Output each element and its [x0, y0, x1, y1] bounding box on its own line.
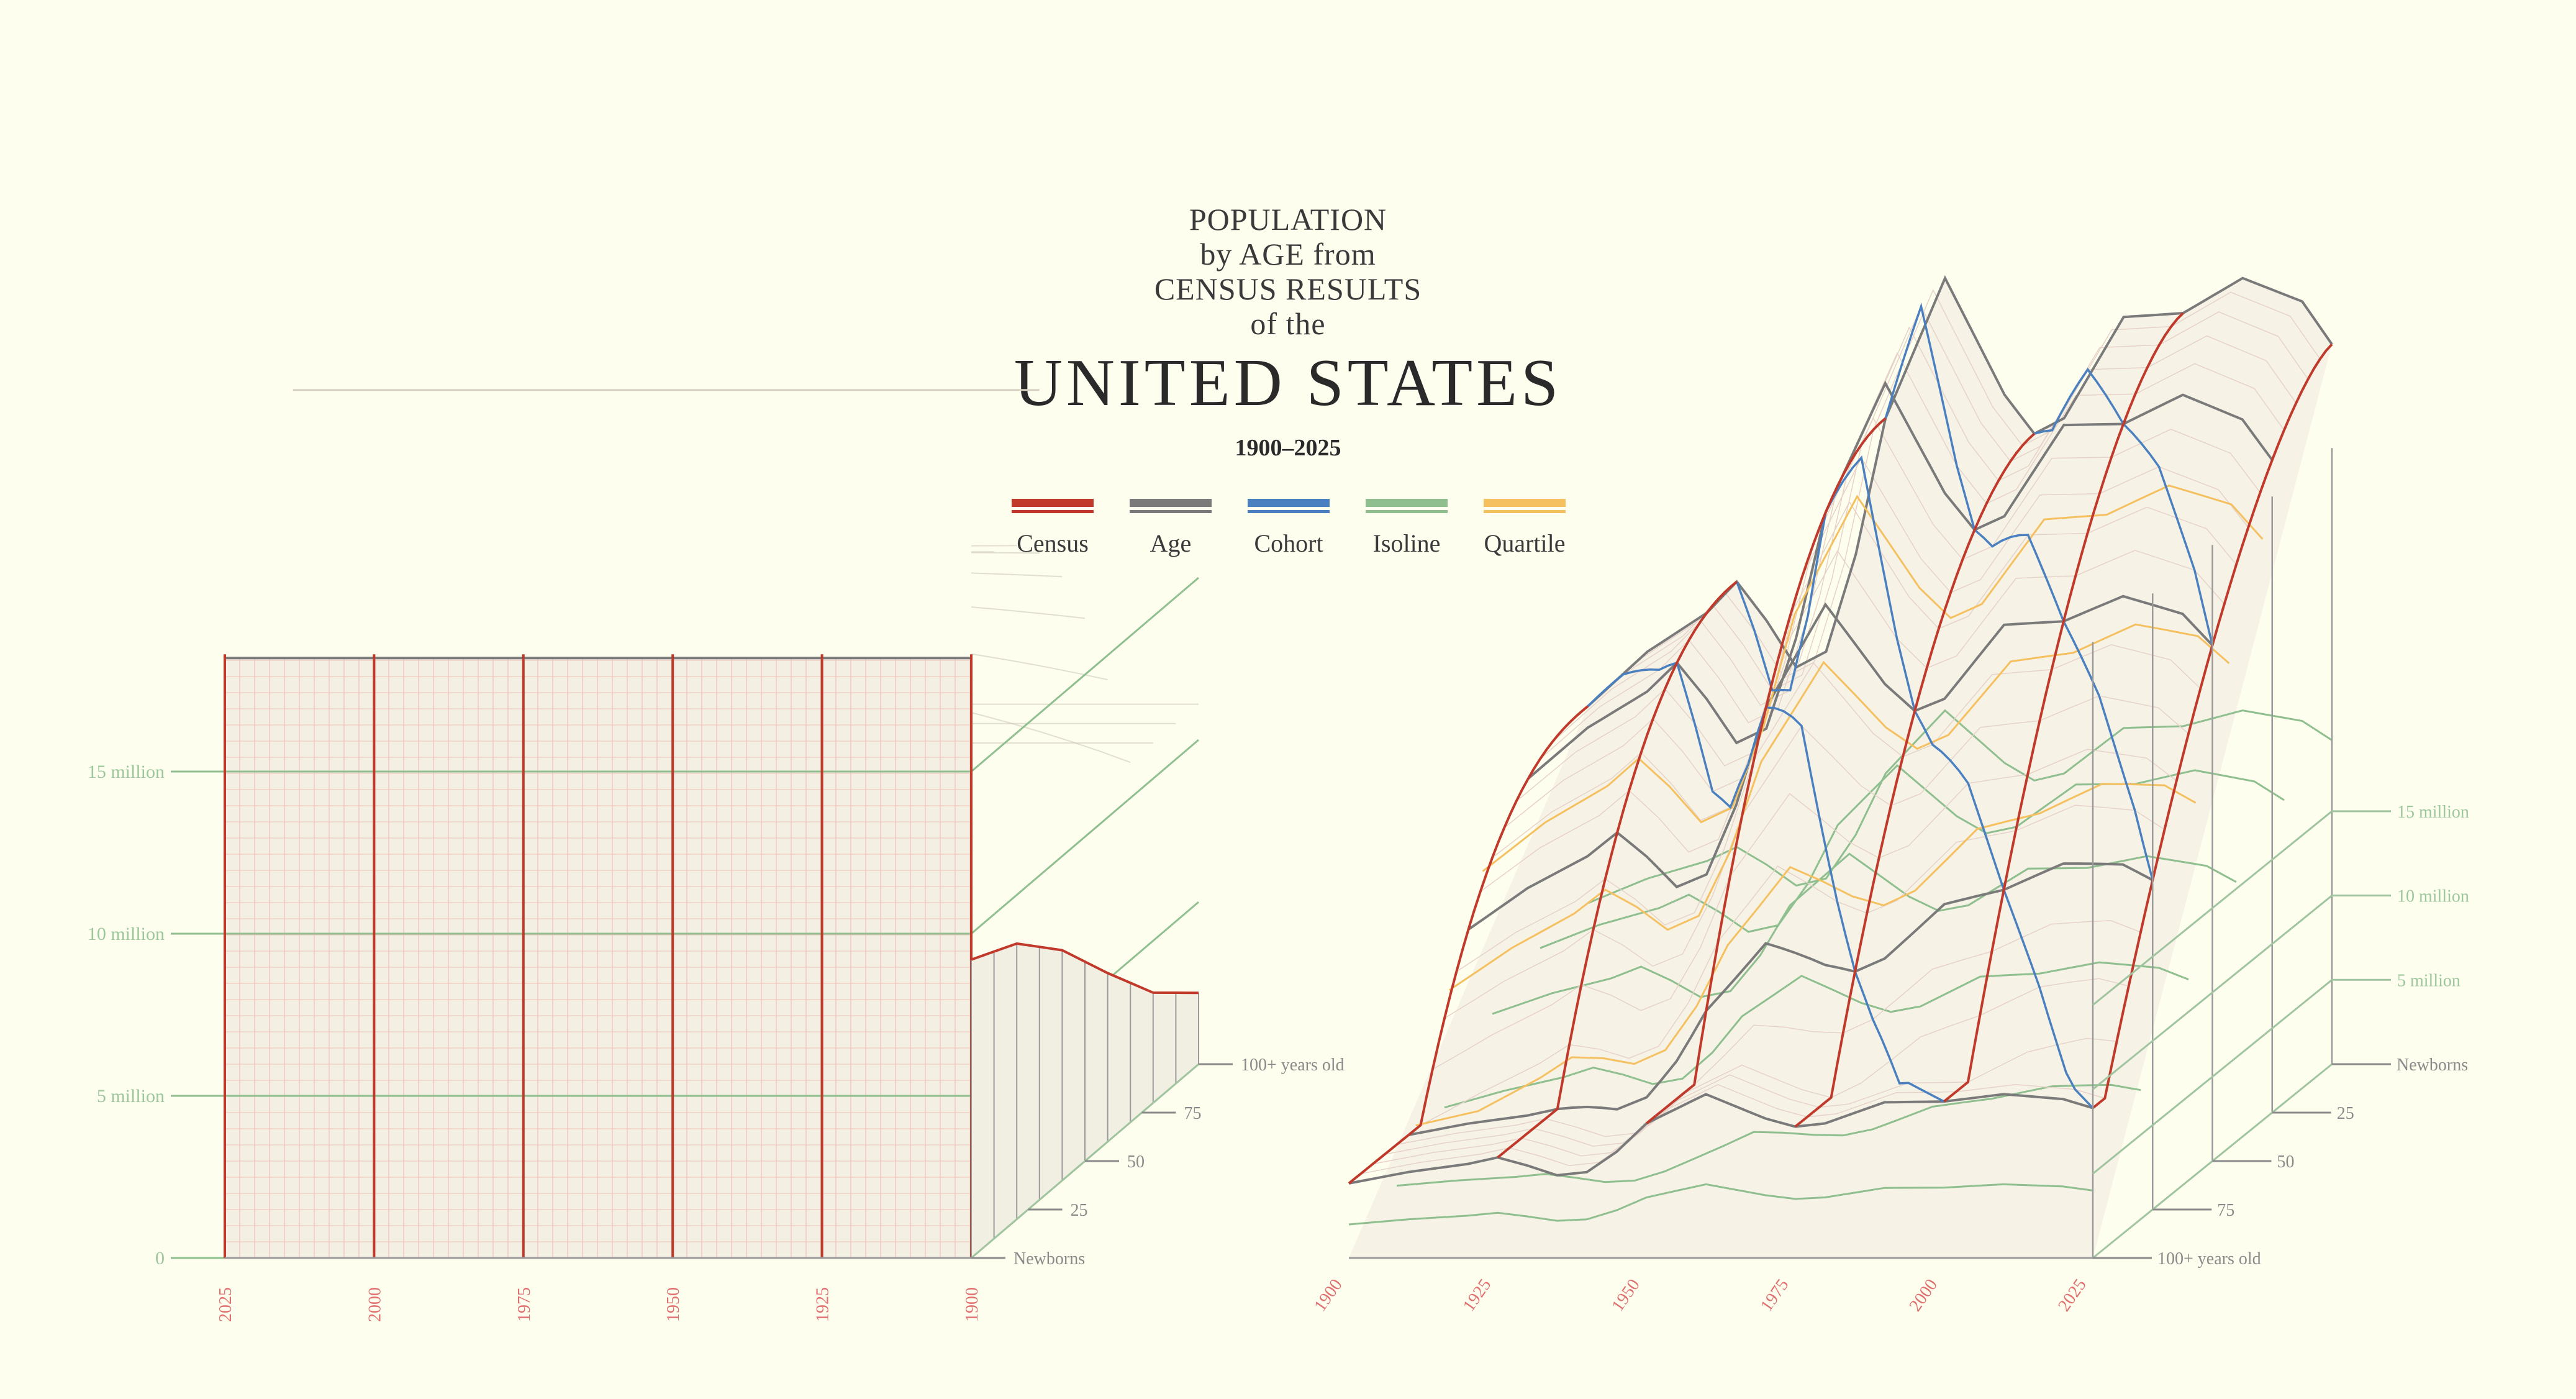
- legend-swatch: [1366, 499, 1448, 515]
- x-tick-label: 2025: [216, 1287, 235, 1322]
- year-range: 1900–2025: [1235, 435, 1341, 461]
- age-line: [1467, 595, 2213, 931]
- depth-tick-label: 75: [1184, 1104, 1202, 1123]
- y-tick-label: 5 million: [2397, 971, 2460, 990]
- mesh-age-line: [1384, 978, 2129, 1155]
- legend-label: Isoline: [1372, 529, 1441, 557]
- age-line: [1408, 862, 2154, 1136]
- y-tick-label: 5 million: [97, 1086, 165, 1106]
- quartile-line: [1448, 623, 2230, 991]
- census-line: [1794, 432, 2036, 1128]
- mesh-age-line: [1551, 326, 2297, 743]
- title-line-4: of the: [1250, 306, 1326, 341]
- title-line-2: by AGE from: [1200, 237, 1376, 271]
- legend-swatch: [1012, 499, 1094, 515]
- y-tick-label: 10 million: [2397, 887, 2469, 906]
- x-tick-label: 1975: [515, 1287, 534, 1322]
- depth-tick-label: 50: [1127, 1152, 1145, 1172]
- wall-isoline: [2092, 979, 2333, 1175]
- surface-fill: [1349, 278, 2332, 1259]
- x-tick-label: 2000: [365, 1287, 384, 1322]
- depth-tick-label: 100+ years old: [2157, 1249, 2261, 1269]
- quartile-line: [1415, 783, 2197, 1127]
- mesh-age-line: [1396, 920, 2141, 1146]
- mesh-age-line: [1361, 1083, 2105, 1175]
- mesh-age-line: [1516, 417, 2261, 802]
- wall-isoline: [2092, 895, 2333, 1090]
- legend-label: Age: [1150, 529, 1192, 557]
- census-line: [1943, 312, 2184, 1103]
- x-tick-label: 1950: [1608, 1275, 1644, 1315]
- isoline: [1540, 764, 2285, 949]
- legend: Census Age Cohort Isoline Quartile: [994, 499, 1584, 567]
- mesh-age-line: [1480, 550, 2225, 892]
- x-tick-label: 1925: [1459, 1275, 1495, 1315]
- isoline: [1444, 961, 2189, 1109]
- depth-tick-label: Newborns: [2397, 1055, 2468, 1075]
- age-line: [1348, 1093, 2093, 1185]
- mesh-age-line: [1492, 501, 2237, 859]
- legend-swatch: [1484, 499, 1566, 515]
- legend-label: Quartile: [1484, 529, 1566, 557]
- wall-isoline: [2092, 810, 2333, 1006]
- y-gridline-depth: [971, 576, 1199, 773]
- right-chart: 1900 1925 1950 1975 2000 2025 5 million 10 mill…: [1310, 275, 2469, 1315]
- depth-tick-label: 50: [2277, 1152, 2295, 1172]
- legend-swatch: [1248, 499, 1330, 515]
- chart-title-block: POPULATION by AGE from CENSUS RESULTS of…: [909, 202, 1667, 462]
- y-tick-label: 15 million: [2397, 803, 2469, 822]
- census-line: [1645, 417, 1887, 1124]
- y-tick-label: 0: [155, 1248, 165, 1269]
- title-line-3: CENSUS RESULTS: [1154, 271, 1422, 306]
- x-tick-label: 1900: [1310, 1275, 1346, 1315]
- depth-tick-label: 75: [2217, 1201, 2234, 1220]
- mesh-age-line: [1503, 457, 2249, 828]
- isoline: [1396, 1083, 2141, 1187]
- depth-tick-label: 25: [1071, 1201, 1088, 1220]
- isoline: [1348, 1183, 2093, 1226]
- title-line-1: POPULATION: [1189, 202, 1387, 237]
- census-line: [1497, 580, 1738, 1159]
- main-title: UNITED STATES: [1014, 346, 1562, 420]
- mesh-age-line: [1372, 1037, 2117, 1165]
- mesh-age-line: [1563, 305, 2309, 729]
- census-line-1900-depth: [971, 942, 1199, 995]
- x-tick-label: 2000: [1906, 1275, 1942, 1315]
- age-line: [1527, 380, 2274, 780]
- mesh-age-line: [1432, 749, 2177, 1070]
- legend-label: Cohort: [1254, 529, 1323, 557]
- mesh-age-line: [1444, 695, 2189, 1019]
- legend-item-census: Census: [994, 499, 1112, 558]
- y-gridline-depth: [971, 739, 1199, 935]
- mesh-age-line: [1540, 352, 2285, 760]
- mesh-age-line: [1420, 804, 2165, 1126]
- legend-swatch: [1130, 499, 1212, 515]
- x-tick-label: 1900: [963, 1287, 982, 1322]
- mesh-age-line: [1456, 644, 2201, 972]
- y-tick-label: 10 million: [88, 924, 165, 944]
- x-tick-label: 1975: [1757, 1275, 1793, 1315]
- legend-item-cohort: Cohort: [1230, 499, 1348, 558]
- legend-item-quartile: Quartile: [1466, 499, 1584, 558]
- census-line: [1348, 705, 1589, 1185]
- depth-tick-label: 100+ years old: [1241, 1055, 1345, 1075]
- x-tick-label: 1925: [814, 1287, 833, 1322]
- x-tick-label: 2025: [2054, 1275, 2090, 1315]
- legend-item-age: Age: [1112, 499, 1230, 558]
- depth-tick-label: 25: [2337, 1104, 2354, 1123]
- front-area: [225, 658, 971, 1258]
- left-chart: 0 5 million 10 million 15 million 2025 2000 19…: [88, 186, 1345, 1322]
- depth-tick-label: Newborns: [1014, 1249, 1085, 1269]
- mask-above: [225, 186, 971, 658]
- cohort-line: [1884, 302, 2154, 881]
- x-tick-label: 1950: [664, 1287, 683, 1322]
- legend-item-isoline: Isoline: [1348, 499, 1466, 558]
- y-tick-label: 15 million: [88, 762, 165, 782]
